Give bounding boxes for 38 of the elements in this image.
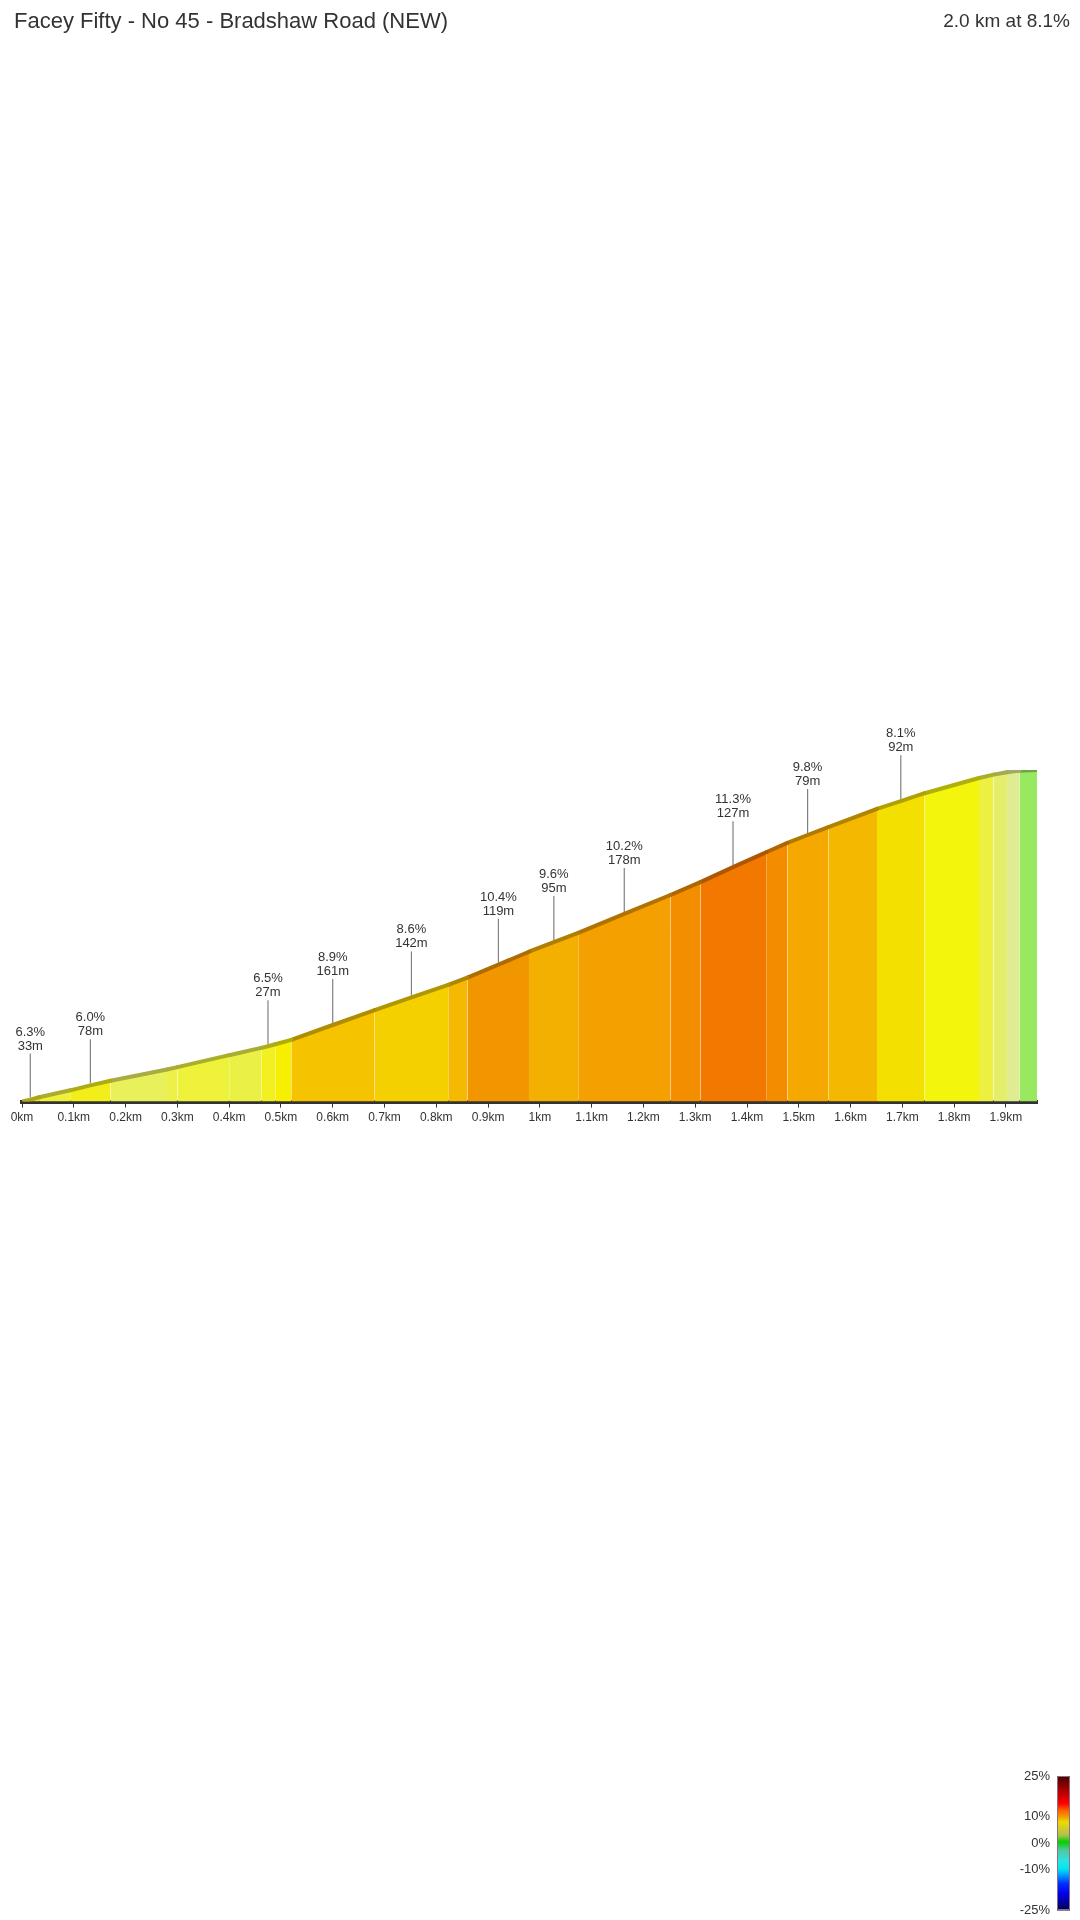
annotation: 11.3% 127m [715,791,752,821]
x-tick-label: 0.4km [212,1110,246,1125]
annotation: 6.0% 78m [75,1009,106,1039]
x-tick-label: 0.6km [316,1110,350,1125]
x-tick-label: 1.2km [627,1110,660,1125]
chart-subtitle: 2.0 km at 8.1% [943,9,1070,33]
x-tick-label: 1.9km [989,1110,1023,1125]
x-tick-label: 0.1km [57,1110,91,1125]
annotation: 9.6% 95m [539,866,570,896]
annotation: 8.6% 142m [395,921,428,951]
x-tick-label: 0.8km [419,1110,453,1125]
x-tick-label: 0.5km [264,1110,298,1125]
color-bar-label: -25% [1019,1901,1051,1917]
x-tick-label: 0.7km [368,1110,401,1125]
x-tick-label: 1.8km [937,1110,971,1125]
x-tick-label: 1.3km [678,1110,712,1125]
annotation: 8.1% 92m [885,725,917,755]
x-tick-label: 0.2km [109,1110,142,1125]
x-tick-label: 1.7km [886,1110,919,1125]
annotation: 8.9% 161m [316,949,349,978]
color-bar-label: 10% [1023,1807,1051,1823]
x-tick-label: 0km [10,1110,34,1125]
color-bar-label: 25% [1023,1767,1051,1783]
x-tick-label: 1km [528,1110,552,1125]
annotation: 10.2% 178m [605,837,644,867]
x-tick-label: 1.6km [834,1110,867,1125]
x-tick-label: 0.9km [471,1110,505,1125]
annotation: 9.8% 79m [792,758,823,788]
color-bar-label: -10% [1019,1861,1051,1877]
x-tick-label: 1.5km [782,1110,816,1125]
x-tick-label: 1.1km [575,1110,608,1125]
color-bar-label: 0% [1031,1834,1051,1850]
annotation: 6.5% 27m [253,970,284,1000]
chart-title: Facey Fifty - No 45 - Bradshaw Road (NEW) [14,8,449,34]
annotation: 10.4% 119m [479,888,518,918]
x-tick-label: 1.4km [730,1110,764,1125]
annotation: 6.3% 33m [15,1023,46,1053]
x-tick-label: 0.3km [161,1110,194,1125]
